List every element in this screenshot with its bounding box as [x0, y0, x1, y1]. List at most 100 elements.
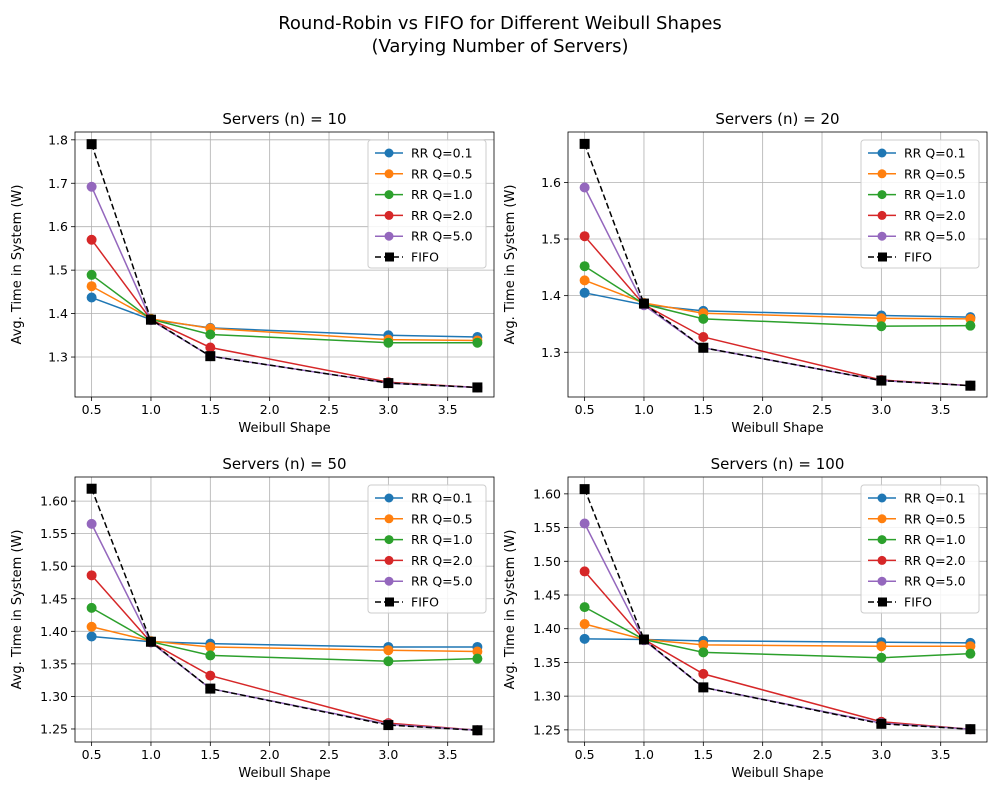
legend-label: RR Q=1.0 [904, 187, 966, 202]
subplot-title: Servers (n) = 20 [715, 110, 839, 128]
legend-label: RR Q=1.0 [411, 532, 473, 547]
legend-label: RR Q=0.5 [411, 166, 473, 181]
data-point [472, 725, 483, 736]
y-tick-label: 1.45 [40, 591, 68, 606]
data-point [86, 139, 97, 150]
legend-marker [878, 252, 887, 262]
y-tick-label: 1.30 [40, 689, 68, 704]
legend: RR Q=0.1 RR Q=0.5 RR Q=1.0 RR Q=2.0 RR Q=5.0… [367, 484, 487, 614]
data-point [965, 320, 976, 331]
x-tick-label: 1.5 [200, 747, 220, 762]
legend-marker [385, 597, 394, 607]
data-point [579, 231, 590, 242]
data-point [876, 321, 887, 332]
legend: RR Q=0.1 RR Q=0.5 RR Q=1.0 RR Q=2.0 RR Q=5.0… [860, 139, 980, 269]
data-point [86, 292, 97, 303]
legend-marker [384, 576, 394, 586]
data-point [86, 518, 97, 529]
data-point [579, 182, 590, 193]
data-point [698, 342, 709, 353]
data-point [383, 337, 394, 348]
data-point [383, 378, 394, 389]
legend-marker [877, 148, 887, 158]
x-tick-label: 3.5 [931, 747, 951, 762]
axes-frame [74, 131, 495, 398]
y-axis-label: Avg. Time in System (W) [10, 530, 25, 690]
legend-marker [877, 514, 887, 524]
legend-marker [384, 231, 394, 241]
subplot-1: 0.5 1.0 1.5 2.0 2.5 3.0 3.5 1.3 1.4 1.5 1.6 1.7 1.8 S… [10, 110, 495, 436]
x-tick-label: 1.0 [634, 747, 654, 762]
data-point [579, 484, 590, 495]
data-point [383, 656, 394, 667]
y-tick-label: 1.35 [533, 655, 561, 670]
legend-label: RR Q=5.0 [411, 229, 473, 244]
legend-label: RR Q=5.0 [411, 574, 473, 589]
data-point [145, 314, 156, 325]
y-tick-label: 1.4 [541, 288, 561, 303]
data-point [876, 652, 887, 663]
legend-marker [384, 169, 394, 179]
data-point [698, 682, 709, 693]
axes-frame [567, 476, 988, 743]
data-point [86, 570, 97, 581]
x-tick-label: 0.5 [575, 402, 595, 417]
data-point [86, 234, 97, 245]
data-point [698, 331, 709, 342]
data-point [86, 281, 97, 292]
y-tick-label: 1.6 [48, 219, 68, 234]
legend-label: RR Q=0.1 [904, 146, 966, 161]
data-point [876, 718, 887, 729]
legend-label: RR Q=5.0 [904, 229, 966, 244]
data-point [965, 724, 976, 735]
x-tick-label: 0.5 [575, 747, 595, 762]
x-tick-label: 2.0 [753, 747, 773, 762]
data-point [205, 351, 216, 362]
y-tick-label: 1.25 [533, 722, 561, 737]
y-tick-label: 1.30 [533, 689, 561, 704]
data-point [579, 633, 590, 644]
legend-label: RR Q=2.0 [904, 208, 966, 223]
subplot-4: 0.5 1.0 1.5 2.0 2.5 3.0 3.5 1.25 1.30 1.35 1.40 1.4… [503, 455, 988, 781]
x-axis-label: Weibull Shape [731, 421, 823, 436]
data-point [579, 518, 590, 529]
x-tick-label: 1.5 [693, 402, 713, 417]
x-tick-label: 3.5 [438, 747, 458, 762]
data-point [638, 298, 649, 309]
subplot-title: Servers (n) = 10 [222, 110, 346, 128]
y-tick-label: 1.60 [533, 486, 561, 501]
y-tick-label: 1.5 [48, 263, 68, 278]
series-line [91, 607, 478, 663]
y-tick-label: 1.5 [541, 232, 561, 247]
x-tick-label: 2.5 [319, 747, 339, 762]
data-point [965, 641, 976, 652]
y-tick-label: 1.55 [40, 526, 68, 541]
data-point [965, 380, 976, 391]
data-point [383, 720, 394, 731]
data-point [579, 618, 590, 629]
legend-label: RR Q=0.1 [904, 491, 966, 506]
legend-label: RR Q=5.0 [904, 574, 966, 589]
legend-marker [384, 190, 394, 200]
figure-subtitle: (Varying Number of Servers) [371, 36, 629, 57]
legend-label: FIFO [904, 595, 932, 610]
x-tick-label: 0.5 [82, 402, 102, 417]
x-tick-label: 3.0 [378, 402, 398, 417]
legend-label: RR Q=0.5 [411, 511, 473, 526]
x-tick-label: 1.0 [141, 402, 161, 417]
y-axis-label: Avg. Time in System (W) [10, 185, 25, 345]
y-tick-label: 1.6 [541, 175, 561, 190]
x-tick-label: 3.0 [871, 747, 891, 762]
series-line [584, 265, 971, 327]
data-point [86, 181, 97, 192]
y-tick-label: 1.60 [40, 494, 68, 509]
legend-label: RR Q=1.0 [411, 187, 473, 202]
legend-label: RR Q=2.0 [411, 208, 473, 223]
data-point [698, 313, 709, 324]
y-tick-label: 1.35 [40, 656, 68, 671]
y-tick-label: 1.40 [533, 621, 561, 636]
x-tick-label: 1.0 [634, 402, 654, 417]
legend-label: FIFO [904, 250, 932, 265]
data-point [86, 483, 97, 494]
